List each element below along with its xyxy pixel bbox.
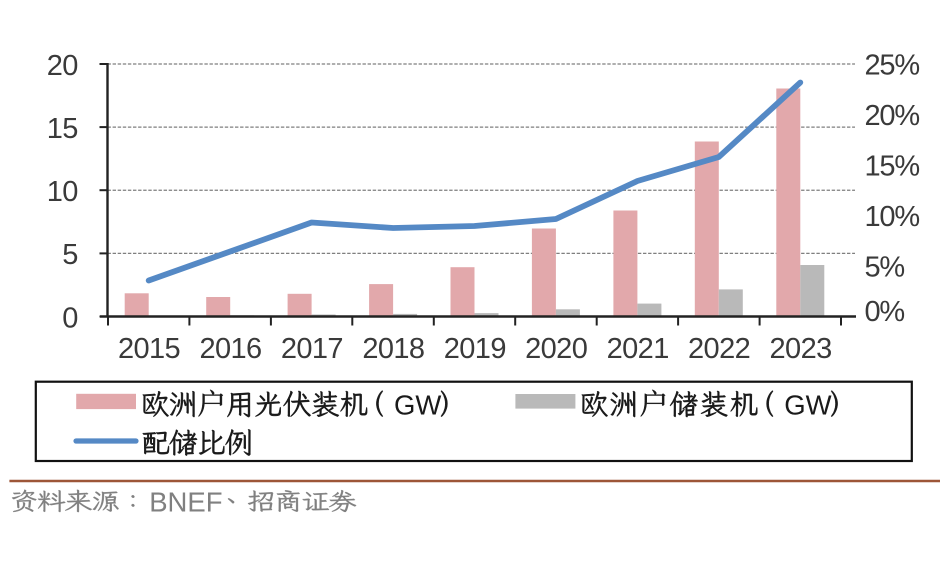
svg-text:15%: 15% xyxy=(865,150,920,182)
svg-text:2016: 2016 xyxy=(199,333,261,365)
svg-text:2023: 2023 xyxy=(770,333,832,365)
svg-text:20%: 20% xyxy=(865,100,920,132)
svg-text:20: 20 xyxy=(47,50,78,82)
svg-text:25%: 25% xyxy=(865,49,920,81)
svg-text:2018: 2018 xyxy=(362,333,424,365)
svg-text:2021: 2021 xyxy=(607,333,669,365)
svg-text:2017: 2017 xyxy=(281,333,343,365)
svg-text:0: 0 xyxy=(62,302,78,334)
svg-text:10: 10 xyxy=(47,176,78,208)
svg-text:GW: GW xyxy=(394,389,441,420)
svg-text:10%: 10% xyxy=(865,201,920,233)
svg-text:5%: 5% xyxy=(865,251,905,283)
svg-text:5: 5 xyxy=(62,239,78,271)
svg-text:2019: 2019 xyxy=(444,333,506,365)
svg-text:2015: 2015 xyxy=(118,333,180,365)
svg-text:2022: 2022 xyxy=(688,333,750,365)
svg-text:BNEF: BNEF xyxy=(149,487,222,518)
svg-text:0%: 0% xyxy=(865,296,905,328)
svg-text:GW: GW xyxy=(784,389,831,420)
svg-text:2020: 2020 xyxy=(525,333,587,365)
svg-text:15: 15 xyxy=(47,113,78,145)
